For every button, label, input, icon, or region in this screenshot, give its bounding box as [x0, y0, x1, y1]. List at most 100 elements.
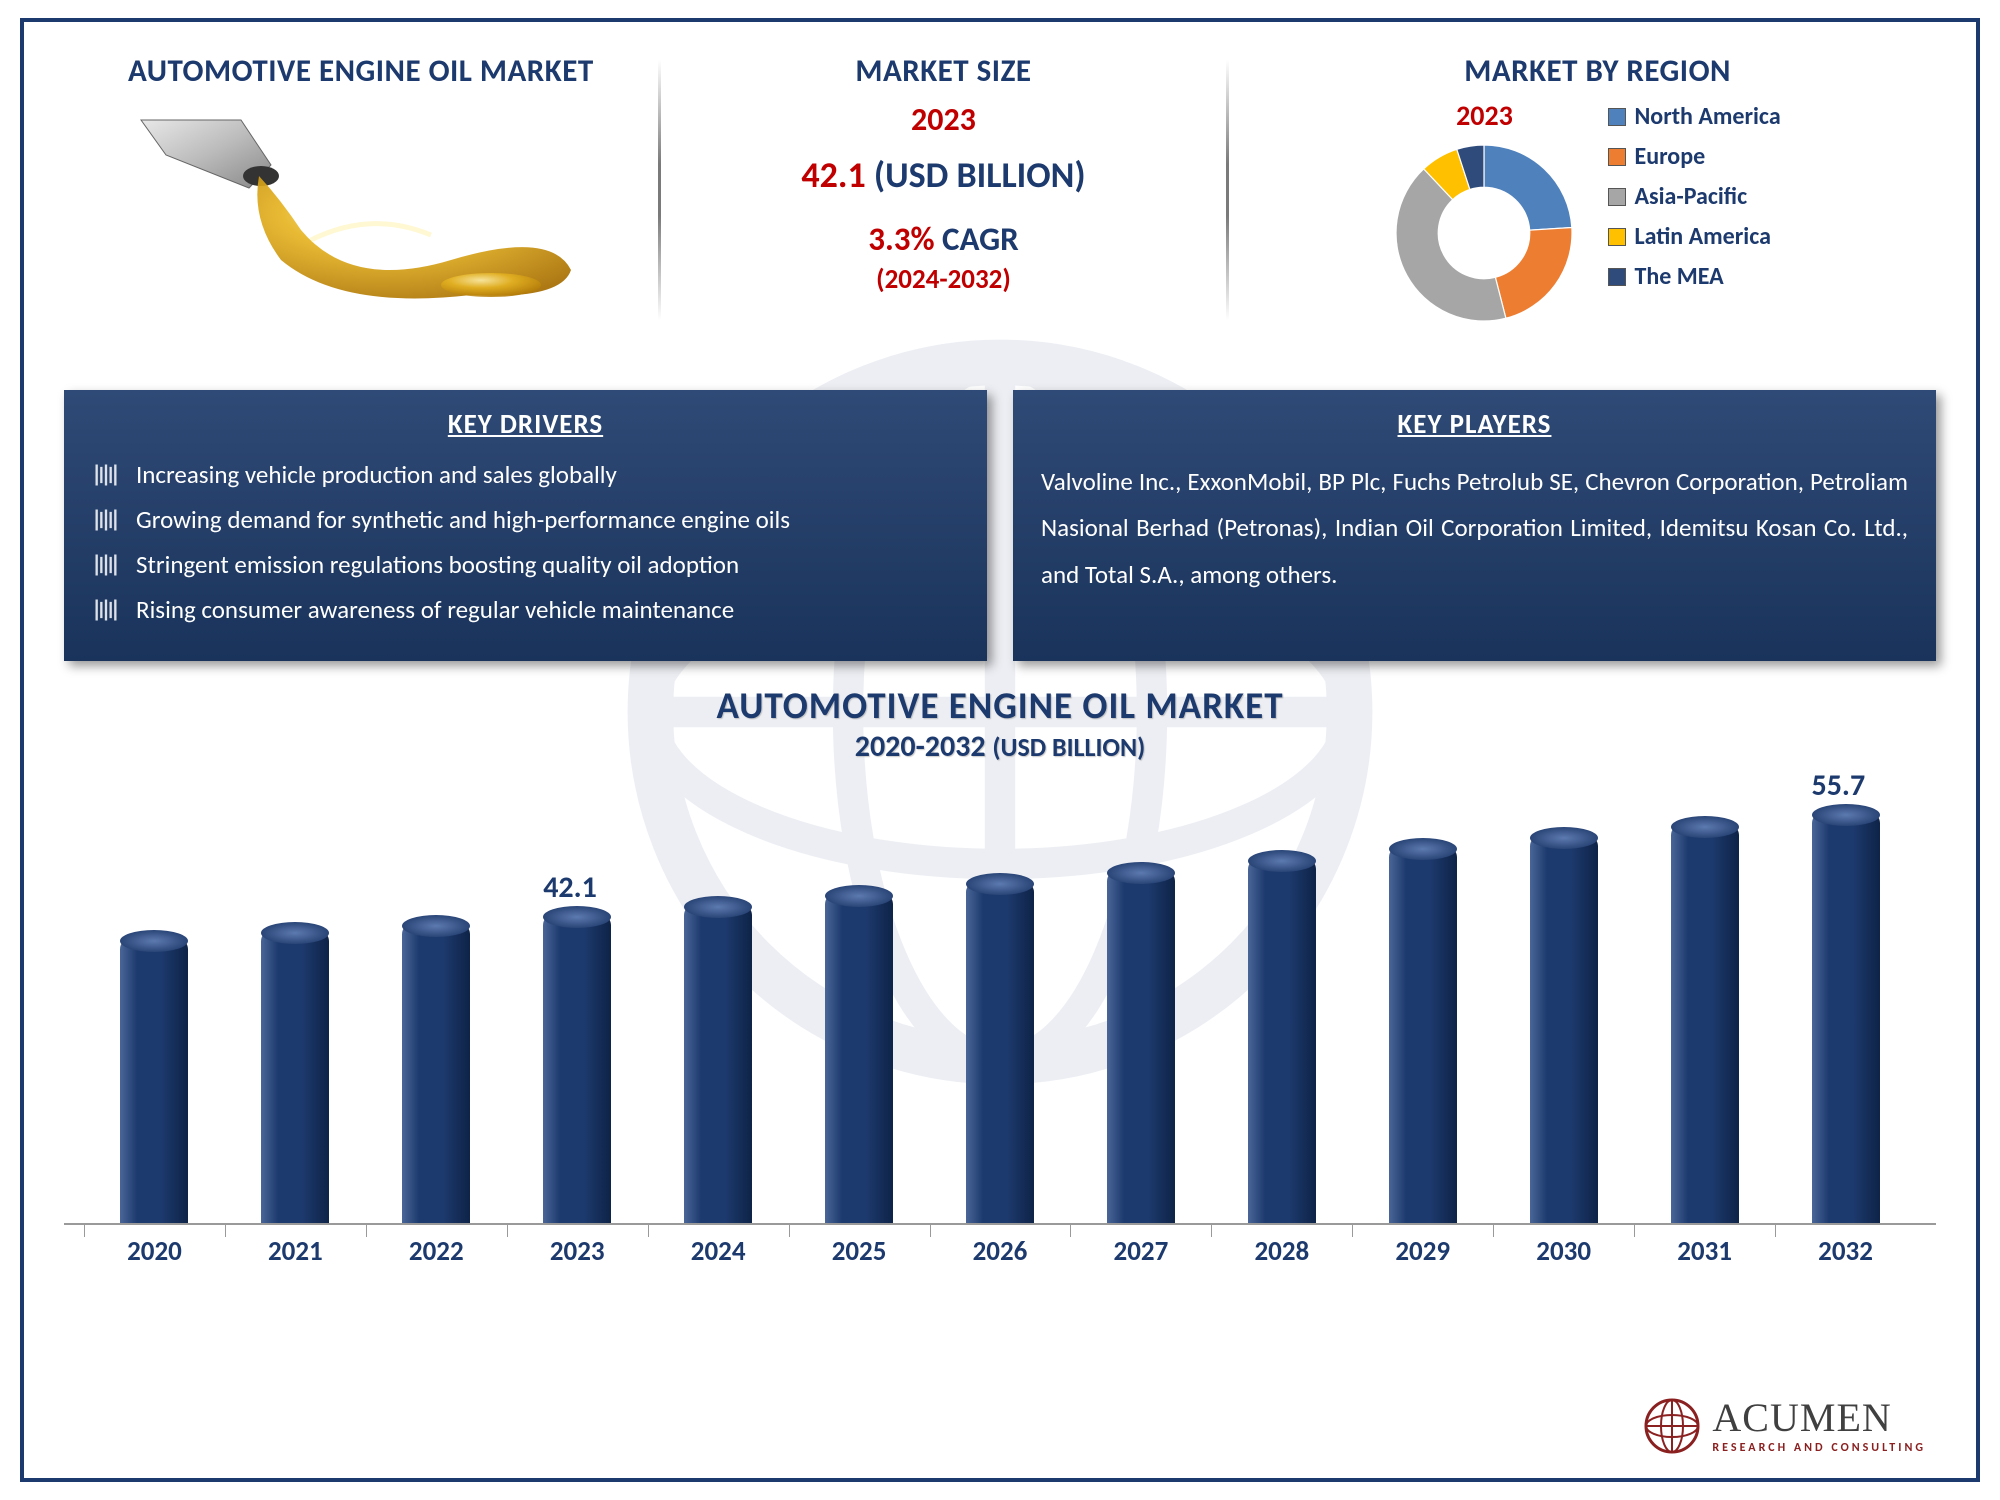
oil-pour-illustration — [131, 110, 591, 320]
driver-item: Rising consumer awareness of regular veh… — [92, 594, 959, 625]
logo-name: ACUMEN — [1712, 1398, 1926, 1438]
driver-text: Stringent emission regulations boosting … — [136, 549, 739, 580]
legend-item: Europe — [1608, 142, 1780, 171]
legend-item: The MEA — [1608, 262, 1780, 291]
acumen-logo: ACUMEN RESEARCH AND CONSULTING — [1644, 1398, 1926, 1454]
bar-slot — [1634, 817, 1775, 1224]
market-size-unit: (USD BILLION) — [874, 153, 1086, 197]
col-title-image: AUTOMOTIVE ENGINE OIL MARKET — [64, 52, 658, 362]
bar-slot: 42.1 — [507, 907, 648, 1223]
bar-slot — [366, 916, 507, 1224]
bullet-icon — [92, 551, 120, 579]
market-size-year: 2023 — [911, 100, 976, 139]
bullet-icon — [92, 596, 120, 624]
top-section: AUTOMOTIVE ENGINE OIL MARKET MAR — [64, 52, 1936, 362]
x-axis-label: 2027 — [1070, 1235, 1211, 1268]
bullet-icon — [92, 506, 120, 534]
driver-text: Rising consumer awareness of regular veh… — [136, 594, 734, 625]
bar — [1107, 863, 1175, 1223]
logo-tagline: RESEARCH AND CONSULTING — [1712, 1442, 1926, 1454]
bar — [1389, 839, 1457, 1223]
legend-label: North America — [1634, 102, 1780, 131]
legend-swatch — [1608, 228, 1626, 246]
col-market-size: MARKET SIZE 2023 42.1 (USD BILLION) 3.3%… — [661, 52, 1226, 362]
key-players-text: Valvoline Inc., ExxonMobil, BP Plc, Fuch… — [1041, 459, 1908, 598]
region-legend: North America Europe Asia-Pacific Latin Ame… — [1608, 98, 1780, 333]
bar — [543, 907, 611, 1223]
bar-slot — [1211, 851, 1352, 1223]
market-size-value: 42.1 (USD BILLION) — [801, 153, 1085, 197]
legend-swatch — [1608, 188, 1626, 206]
col-region: MARKET BY REGION 2023 North America Europ… — [1229, 52, 1936, 362]
legend-swatch — [1608, 268, 1626, 286]
bar-slot — [1493, 828, 1634, 1223]
chart-title-line1: AUTOMOTIVE ENGINE OIL MARKET — [64, 683, 1936, 728]
bar-chart: 42.1 55.7 — [64, 775, 1936, 1225]
bar — [966, 874, 1034, 1223]
legend-item: Latin America — [1608, 222, 1780, 251]
bar — [1530, 828, 1598, 1223]
x-axis-label: 2029 — [1352, 1235, 1493, 1268]
key-players-box: KEY PLAYERS Valvoline Inc., ExxonMobil, … — [1013, 390, 1936, 661]
x-axis-label: 2024 — [648, 1235, 789, 1268]
bar — [261, 923, 329, 1223]
legend-label: Europe — [1634, 142, 1705, 171]
bar-slot — [84, 931, 225, 1224]
driver-text: Increasing vehicle production and sales … — [136, 459, 617, 490]
bar — [1671, 817, 1739, 1224]
bar-slot — [648, 897, 789, 1223]
legend-swatch — [1608, 108, 1626, 126]
bar — [684, 897, 752, 1223]
region-title: MARKET BY REGION — [1434, 52, 1731, 90]
chart-title-line2: 2020-2032 (USD BILLION) — [64, 728, 1936, 765]
legend-item: Asia-Pacific — [1608, 182, 1780, 211]
legend-item: North America — [1608, 102, 1780, 131]
cagr-label: CAGR — [942, 219, 1019, 259]
key-drivers-box: KEY DRIVERS Increasing vehicle productio… — [64, 390, 987, 661]
bar-slot — [1352, 839, 1493, 1223]
x-axis-label: 2030 — [1493, 1235, 1634, 1268]
bar — [120, 931, 188, 1224]
x-axis-label: 2026 — [930, 1235, 1071, 1268]
donut-slice — [1484, 145, 1572, 230]
bar-slot — [225, 923, 366, 1223]
region-donut-chart — [1384, 133, 1584, 333]
chart-title-range: 2020-2032 — [855, 728, 986, 765]
logo-text: ACUMEN RESEARCH AND CONSULTING — [1712, 1398, 1926, 1454]
bullet-icon — [92, 461, 120, 489]
bar-slot — [789, 886, 930, 1224]
region-year: 2023 — [1456, 98, 1513, 133]
driver-item: Increasing vehicle production and sales … — [92, 459, 959, 490]
bar-chart-section: AUTOMOTIVE ENGINE OIL MARKET 2020-2032 (… — [64, 683, 1936, 1268]
driver-item: Growing demand for synthetic and high-pe… — [92, 504, 959, 535]
bar — [1812, 805, 1880, 1223]
info-boxes: KEY DRIVERS Increasing vehicle productio… — [64, 390, 1936, 661]
bar — [1248, 851, 1316, 1223]
market-size-title: MARKET SIZE — [855, 52, 1031, 90]
bar-slot: 55.7 — [1775, 805, 1916, 1223]
x-axis-label: 2021 — [225, 1235, 366, 1268]
x-axis-label: 2022 — [366, 1235, 507, 1268]
legend-label: Asia-Pacific — [1634, 182, 1747, 211]
key-players-title: KEY PLAYERS — [1041, 408, 1908, 441]
main-title: AUTOMOTIVE ENGINE OIL MARKET — [128, 52, 594, 90]
chart-title-unit: (USD BILLION) — [992, 731, 1145, 763]
donut-slice — [1496, 227, 1573, 318]
bar-value-label: 55.7 — [1812, 767, 1866, 804]
x-axis-label: 2025 — [789, 1235, 930, 1268]
bar-slot — [930, 874, 1071, 1223]
x-axis-label: 2028 — [1211, 1235, 1352, 1268]
x-axis-label: 2020 — [84, 1235, 225, 1268]
bar-slot — [1070, 863, 1211, 1223]
legend-label: Latin America — [1634, 222, 1770, 251]
driver-text: Growing demand for synthetic and high-pe… — [136, 504, 790, 535]
infographic-frame: AUTOMOTIVE ENGINE OIL MARKET MAR — [20, 18, 1980, 1482]
key-drivers-title: KEY DRIVERS — [92, 408, 959, 441]
x-axis-label: 2032 — [1775, 1235, 1916, 1268]
x-axis-label: 2031 — [1634, 1235, 1775, 1268]
legend-label: The MEA — [1634, 262, 1723, 291]
x-axis-labels: 2020202120222023202420252026202720282029… — [64, 1225, 1936, 1268]
bar — [825, 886, 893, 1224]
chart-title: AUTOMOTIVE ENGINE OIL MARKET 2020-2032 (… — [64, 683, 1936, 765]
bar-value-label: 42.1 — [543, 869, 597, 906]
